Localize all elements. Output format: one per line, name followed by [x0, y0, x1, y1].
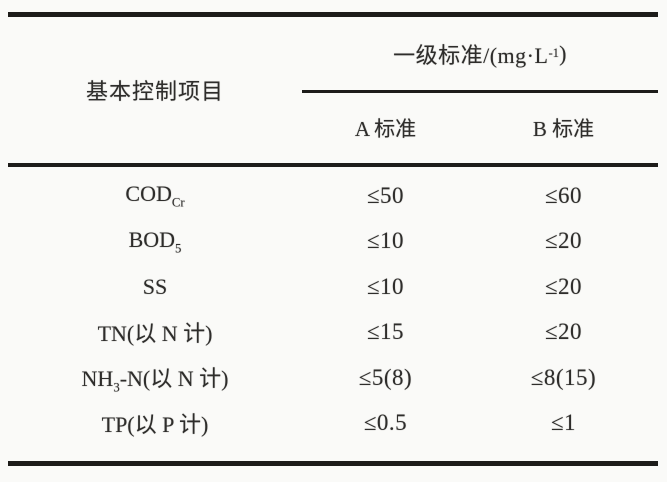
standard-b-value: ≤20	[544, 273, 583, 299]
standard-a-value: ≤15	[366, 319, 405, 345]
parameter-name: TP(以 P 计)	[101, 412, 209, 438]
standard-b-value: ≤8(15)	[530, 364, 597, 390]
standard-group-column: 一级标准/(mg·L -1) A 标准 B 标准	[302, 17, 658, 163]
table-body: CODCr ≤50 ≤60 BOD5 ≤10 ≤20 SS ≤10 ≤20 TN(以 N 计) ≤1…	[8, 167, 658, 461]
parameter-name: TN(以 N 计)	[97, 321, 213, 347]
standards-table: 基本控制项目 一级标准/(mg·L -1) A 标准 B 标准 CODCr ≤50 ≤…	[8, 12, 658, 466]
standard-a-value: ≤10	[366, 273, 405, 299]
top-rule	[8, 12, 658, 17]
table-header: 基本控制项目 一级标准/(mg·L -1) A 标准 B 标准	[8, 17, 658, 163]
parameter-name: SS	[142, 273, 168, 299]
standard-b-value: ≤1	[550, 410, 577, 436]
header-body-rule	[8, 163, 658, 167]
table-row: TN(以 N 计) ≤15 ≤20	[8, 310, 658, 356]
table-row: NH3-N(以 N 计) ≤5(8) ≤8(15)	[8, 355, 658, 401]
table-row: BOD5 ≤10 ≤20	[8, 219, 658, 265]
parameter-name: CODCr	[125, 181, 185, 210]
standard-a-value: ≤5(8)	[358, 364, 413, 390]
standard-a-value: ≤50	[366, 182, 405, 208]
group-header-superscript: -1	[548, 46, 560, 60]
item-column-header: 基本控制项目	[85, 79, 224, 104]
parameter-name: BOD5	[128, 226, 182, 255]
subheader-row: A 标准 B 标准	[302, 93, 658, 163]
group-header-text: 一级标准/(mg·L	[393, 42, 549, 68]
table-row: SS ≤10 ≤20	[8, 264, 658, 310]
group-header: 一级标准/(mg·L -1)	[302, 17, 658, 90]
standard-a-value: ≤0.5	[363, 410, 408, 436]
table-row: TP(以 P 计) ≤0.5 ≤1	[8, 401, 658, 447]
parameter-name: NH3-N(以 N 计)	[81, 365, 229, 394]
group-divider-rule	[302, 90, 658, 93]
table-row: CODCr ≤50 ≤60	[8, 173, 658, 219]
group-header-close: )	[559, 40, 567, 66]
bottom-rule	[8, 461, 658, 466]
standard-b-value: ≤20	[544, 228, 583, 254]
subheader-standard-a: A 标准	[354, 117, 417, 141]
standard-b-value: ≤60	[544, 182, 583, 208]
standard-a-value: ≤10	[366, 228, 405, 254]
standard-b-value: ≤20	[544, 319, 583, 345]
subheader-standard-b: B 标准	[532, 117, 595, 141]
